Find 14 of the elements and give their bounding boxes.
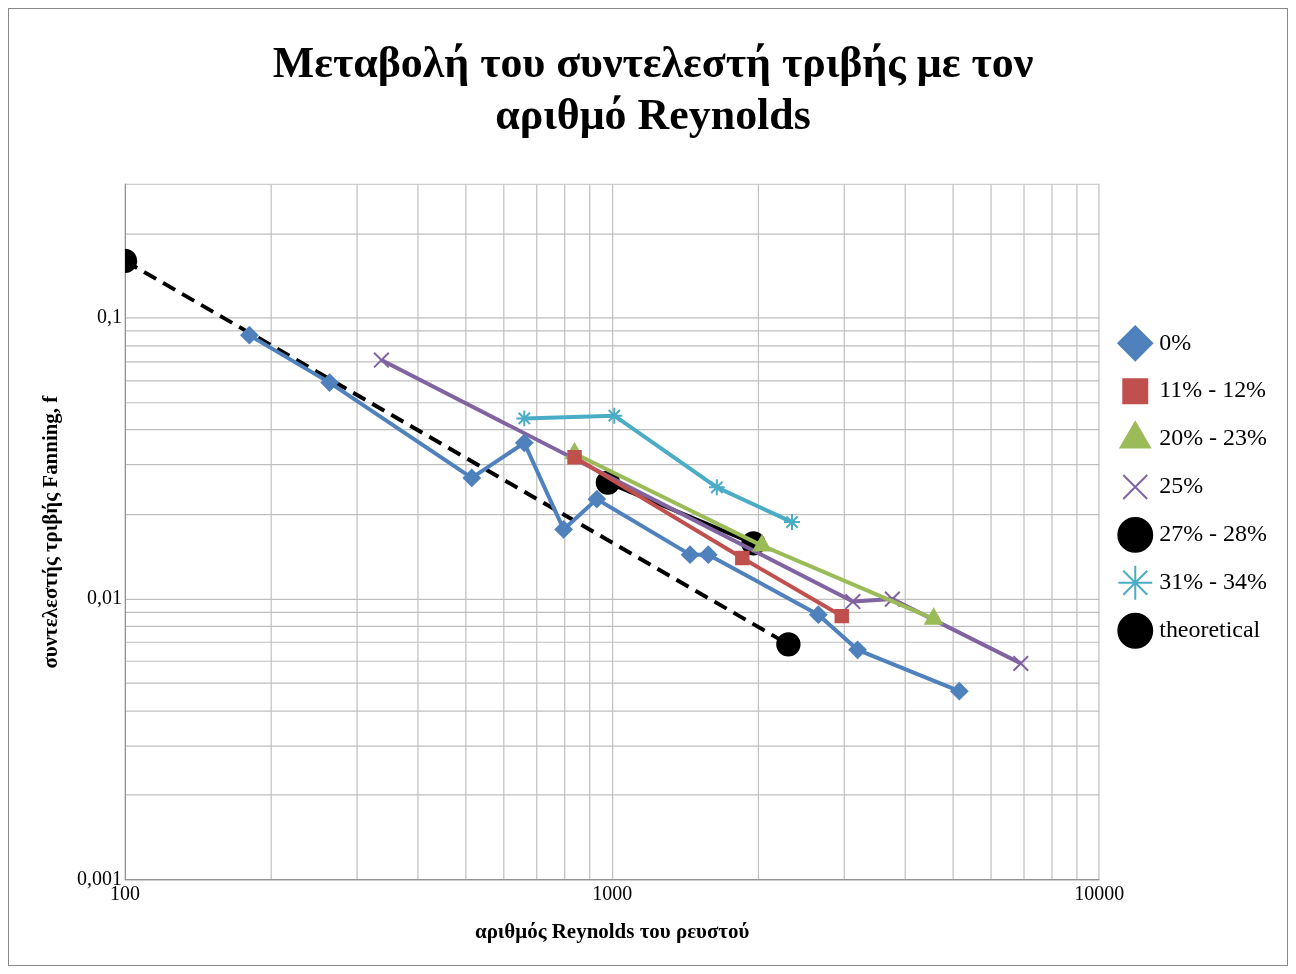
legend-label: 25% bbox=[1159, 472, 1204, 499]
legend-label: 31% - 34% bbox=[1159, 568, 1268, 595]
x-axis-title: αριθμός Reynolds του ρευστού bbox=[474, 918, 750, 943]
legend-label: theoretical bbox=[1159, 615, 1261, 642]
y-tick-label: 0,01 bbox=[87, 586, 123, 609]
y-axis-title: συντελεστής τριβής Fanning, f bbox=[37, 394, 62, 669]
legend-label: 20% - 23% bbox=[1159, 424, 1268, 451]
x-tick-label: 1000 bbox=[592, 882, 633, 905]
legend-label: 0% bbox=[1159, 328, 1192, 355]
legend-label: 11% - 12% bbox=[1159, 376, 1267, 403]
x-tick-label: 10000 bbox=[1074, 882, 1125, 905]
chart-title: Μεταβολή του συντελεστή τριβής με τον αριθμό Reynolds bbox=[272, 37, 1034, 139]
legend-label: 27% - 28% bbox=[1159, 520, 1268, 547]
y-tick-label: 0,1 bbox=[97, 305, 123, 328]
